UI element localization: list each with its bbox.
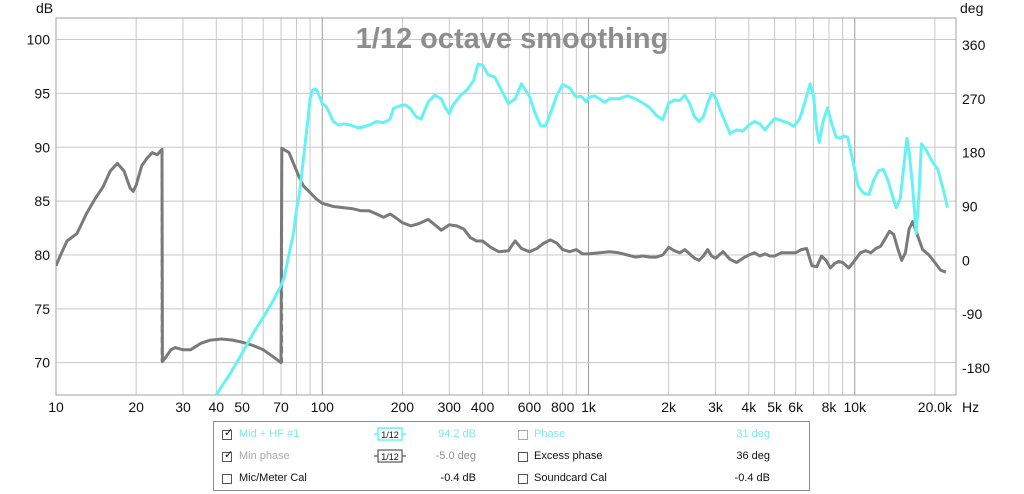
x-tick-label: 10k [843, 399, 867, 415]
smoothing-icon[interactable]: 1/12 [374, 427, 406, 441]
x-tick-label: 6k [788, 399, 804, 415]
phase-series-line [215, 62, 949, 395]
show-soundcard-cal-checkbox[interactable] [518, 474, 528, 484]
y2-tick-label: 180 [962, 145, 986, 161]
y-tick-label: 80 [34, 247, 50, 263]
chart-svg: 10 20 30 40 50 70 100 200 300 400 600 800 1k 2k 3k 4k 5k… [27, 0, 991, 415]
legend-row-cal: Mic/Meter Cal -0.4 dB Soundcard Cal -0.4… [214, 468, 809, 490]
y2-tick-label: 270 [962, 91, 986, 107]
measurement-value: 94.2 dB [438, 428, 476, 440]
smoothing-icon-min-phase[interactable]: 1/12 [374, 449, 406, 463]
x-tick-label: 10 [48, 399, 64, 415]
y-tick-label: 90 [34, 139, 50, 155]
grid [56, 18, 956, 395]
y-tick-label: 95 [34, 85, 50, 101]
measurement-label: Mid + HF #1 [239, 428, 300, 440]
legend-panel: ✓ Mid + HF #1 1/12 94.2 dB Phase 31 deg … [213, 421, 810, 491]
y2-tick-label: 0 [962, 252, 970, 268]
x-tick-label: 200 [391, 399, 415, 415]
excess-phase-label: Excess phase [534, 450, 603, 462]
legend-row-measurement: ✓ Mid + HF #1 1/12 94.2 dB Phase 31 deg [214, 424, 809, 446]
excess-phase-value: 36 deg [736, 450, 770, 462]
show-measurement-checkbox[interactable]: ✓ [222, 427, 234, 440]
min-phase-value: -5.0 deg [435, 450, 476, 462]
right-unit-label: deg [960, 0, 983, 16]
soundcard-cal-value: -0.4 dB [734, 472, 770, 484]
show-min-phase-checkbox[interactable]: ✓ [222, 449, 234, 462]
y2-tick-label: -180 [962, 360, 990, 376]
smoothing-value: 1/12 [381, 430, 399, 440]
x-tick-label: 50 [234, 399, 250, 415]
y-tick-label: 100 [27, 32, 51, 48]
axis-labels: 10 20 30 40 50 70 100 200 300 400 600 800 1k 2k 3k 4k 5k… [27, 32, 991, 415]
mic-cal-value: -0.4 dB [440, 472, 476, 484]
y-tick-label: 70 [34, 355, 50, 371]
marks [56, 62, 949, 395]
left-unit-label: dB [36, 0, 53, 16]
mic-cal-label: Mic/Meter Cal [239, 472, 307, 484]
x-tick-label: 100 [311, 399, 335, 415]
soundcard-cal-label: Soundcard Cal [534, 472, 607, 484]
x-tick-label: 40 [209, 399, 225, 415]
min-phase-label: Min phase [239, 450, 290, 462]
x-tick-label: 5k [767, 399, 783, 415]
y2-tick-label: 360 [962, 37, 986, 53]
x-tick-label: 20.0k [918, 399, 953, 415]
x-tick-label: 400 [471, 399, 495, 415]
y2-tick-label: 90 [962, 199, 978, 215]
x-tick-label: 4k [741, 399, 757, 415]
x-tick-label: 800 [551, 399, 575, 415]
chart-title: 1/12 octave smoothing [356, 23, 669, 55]
x-tick-label: 2k [661, 399, 677, 415]
x-tick-label: 3k [708, 399, 724, 415]
spl-series-line [56, 146, 947, 365]
phase-value: 31 deg [736, 428, 770, 440]
phase-label: Phase [534, 428, 566, 440]
x-tick-label: 1k [581, 399, 597, 415]
x-tick-label: 600 [518, 399, 542, 415]
x-tick-label: 30 [175, 399, 191, 415]
legend-row-min-phase: ✓ Min phase 1/12 -5.0 deg Excess phase 3… [214, 446, 809, 468]
plot-frame [55, 17, 957, 396]
x-tick-label: 8k [822, 399, 838, 415]
y2-tick-label: -90 [962, 306, 982, 322]
show-phase-checkbox[interactable] [518, 430, 528, 440]
smoothing-value-min-phase: 1/12 [381, 452, 399, 462]
x-tick-label: 300 [438, 399, 462, 415]
y-tick-label: 85 [34, 193, 50, 209]
x-tick-label: 20 [128, 399, 144, 415]
y-tick-label: 75 [34, 301, 50, 317]
show-mic-cal-checkbox[interactable] [222, 474, 232, 484]
x-tick-label: 70 [273, 399, 289, 415]
x-unit-label: Hz [962, 399, 979, 415]
show-excess-phase-checkbox[interactable] [518, 452, 528, 462]
